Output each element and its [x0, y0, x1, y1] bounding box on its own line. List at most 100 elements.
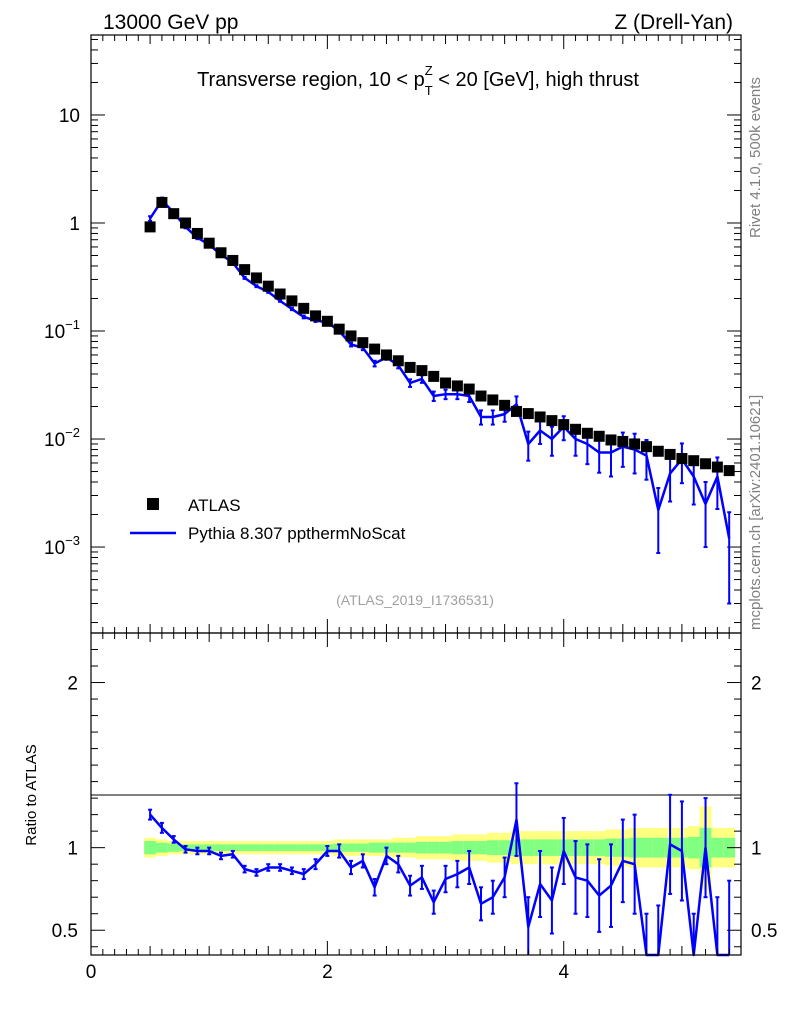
- data-point: [404, 361, 416, 373]
- header-right: Z (Drell-Yan): [614, 11, 733, 34]
- data-series: [144, 196, 735, 477]
- data-point: [475, 390, 487, 402]
- data-point: [664, 448, 676, 460]
- data-point: [629, 438, 641, 450]
- ratio-band-inner: [250, 844, 263, 851]
- data-point: [428, 370, 440, 382]
- main-ytick-label: 10−1: [44, 317, 80, 343]
- data-point: [676, 453, 688, 465]
- ratio-band-inner: [156, 842, 168, 853]
- data-point: [203, 237, 215, 249]
- ratio-xtick-label: 4: [558, 962, 569, 983]
- data-point: [298, 302, 310, 314]
- ratio-xtick-labels: 0 2 4: [86, 962, 570, 983]
- ratio-band-inner: [534, 839, 546, 856]
- ratio-band-inner: [522, 839, 535, 856]
- ratio-line: [149, 813, 730, 957]
- title-sub: T: [425, 83, 433, 98]
- data-point: [711, 461, 723, 473]
- data-point: [605, 434, 617, 446]
- ytick-base: 10: [44, 538, 65, 559]
- data-point: [215, 247, 227, 259]
- ratio-band-inner: [498, 840, 511, 856]
- data-point: [652, 445, 664, 457]
- ratio-band-inner: [463, 841, 476, 855]
- ratio-ytick-label-left: 2: [67, 674, 78, 695]
- data-point: [156, 196, 168, 208]
- data-point: [463, 383, 475, 395]
- data-point: [310, 310, 322, 322]
- data-point: [688, 455, 700, 467]
- main-ytick-label: 10: [59, 106, 80, 127]
- legend-data-marker: [147, 498, 159, 510]
- ratio-band-inner: [274, 844, 286, 851]
- data-point: [227, 254, 239, 266]
- ratio-band-inner: [711, 837, 724, 858]
- ratio-xtick-label: 2: [322, 962, 333, 983]
- ytick-exponent: −3: [65, 533, 80, 548]
- ratio-band-inner: [439, 841, 452, 854]
- data-point: [700, 458, 712, 470]
- ratio-band-inner: [486, 840, 499, 856]
- side-label-top: Rivet 4.1.0, 500k events: [747, 77, 764, 238]
- data-point: [239, 264, 251, 276]
- data-point: [369, 343, 381, 355]
- ratio-band-inner: [392, 842, 405, 853]
- main-ticks: [90, 35, 742, 633]
- data-point: [534, 411, 546, 423]
- ytick-base: 10: [44, 322, 65, 343]
- ratio-band-inner: [368, 842, 381, 853]
- data-point: [570, 423, 582, 435]
- data-point: [640, 441, 652, 453]
- data-point: [392, 355, 404, 367]
- ratio-band-inner: [427, 841, 440, 854]
- data-point: [357, 337, 369, 349]
- main-ytick-label: 1: [69, 214, 80, 235]
- ytick-base: 1: [69, 214, 80, 235]
- data-point: [168, 208, 180, 220]
- ratio-ytick-label-right: 1: [751, 839, 762, 860]
- data-point: [522, 408, 534, 420]
- ratio-band-inner: [345, 843, 357, 852]
- ratio-band-inner: [687, 836, 700, 859]
- ratio-frame: [90, 632, 742, 956]
- ytick-exponent: −2: [65, 425, 80, 440]
- title-prefix: Transverse region, 10 < p: [197, 69, 425, 91]
- data-point: [440, 377, 452, 389]
- main-ytick-label: 10−3: [44, 533, 80, 559]
- data-point: [593, 430, 605, 442]
- ratio-band-inner: [404, 842, 416, 853]
- main-ytick-label: 10−2: [44, 425, 80, 451]
- ytick-exponent: −1: [65, 317, 80, 332]
- data-point: [499, 399, 511, 411]
- ratio-xtick-label: 0: [86, 962, 97, 983]
- legend: ATLAS Pythia 8.307 ppthermNoScat: [130, 496, 406, 543]
- data-point: [180, 217, 192, 229]
- ratio-band-inner: [167, 843, 180, 852]
- ratio-ytick-labels: 0.5 0.5 1 1 2 2: [52, 674, 778, 943]
- data-point: [333, 323, 345, 335]
- data-point: [558, 419, 570, 431]
- legend-mc-label: Pythia 8.307 ppthermNoScat: [188, 524, 406, 543]
- ratio-band-inner: [652, 837, 665, 858]
- legend-data-label: ATLAS: [188, 496, 241, 515]
- data-point: [546, 415, 558, 427]
- ratio-band-inner: [215, 844, 227, 851]
- ratio-band-inner: [416, 841, 428, 854]
- data-point: [274, 288, 286, 300]
- side-label-bottom: mcplots.cern.ch [arXiv:2401.10621]: [747, 395, 764, 630]
- ratio-band-inner: [262, 844, 275, 851]
- ratio-ticks: [90, 633, 742, 955]
- data-point: [416, 365, 428, 377]
- data-point: [262, 280, 274, 292]
- ratio-band-inner: [451, 841, 464, 855]
- ytick-base: 10: [44, 430, 65, 451]
- data-point: [144, 221, 156, 233]
- ratio-band-inner: [593, 839, 606, 856]
- ratio-band-inner: [356, 843, 369, 852]
- data-point: [581, 427, 593, 439]
- data-point: [617, 435, 629, 447]
- data-point: [380, 349, 392, 361]
- header-left: 13000 GeV pp: [103, 11, 238, 34]
